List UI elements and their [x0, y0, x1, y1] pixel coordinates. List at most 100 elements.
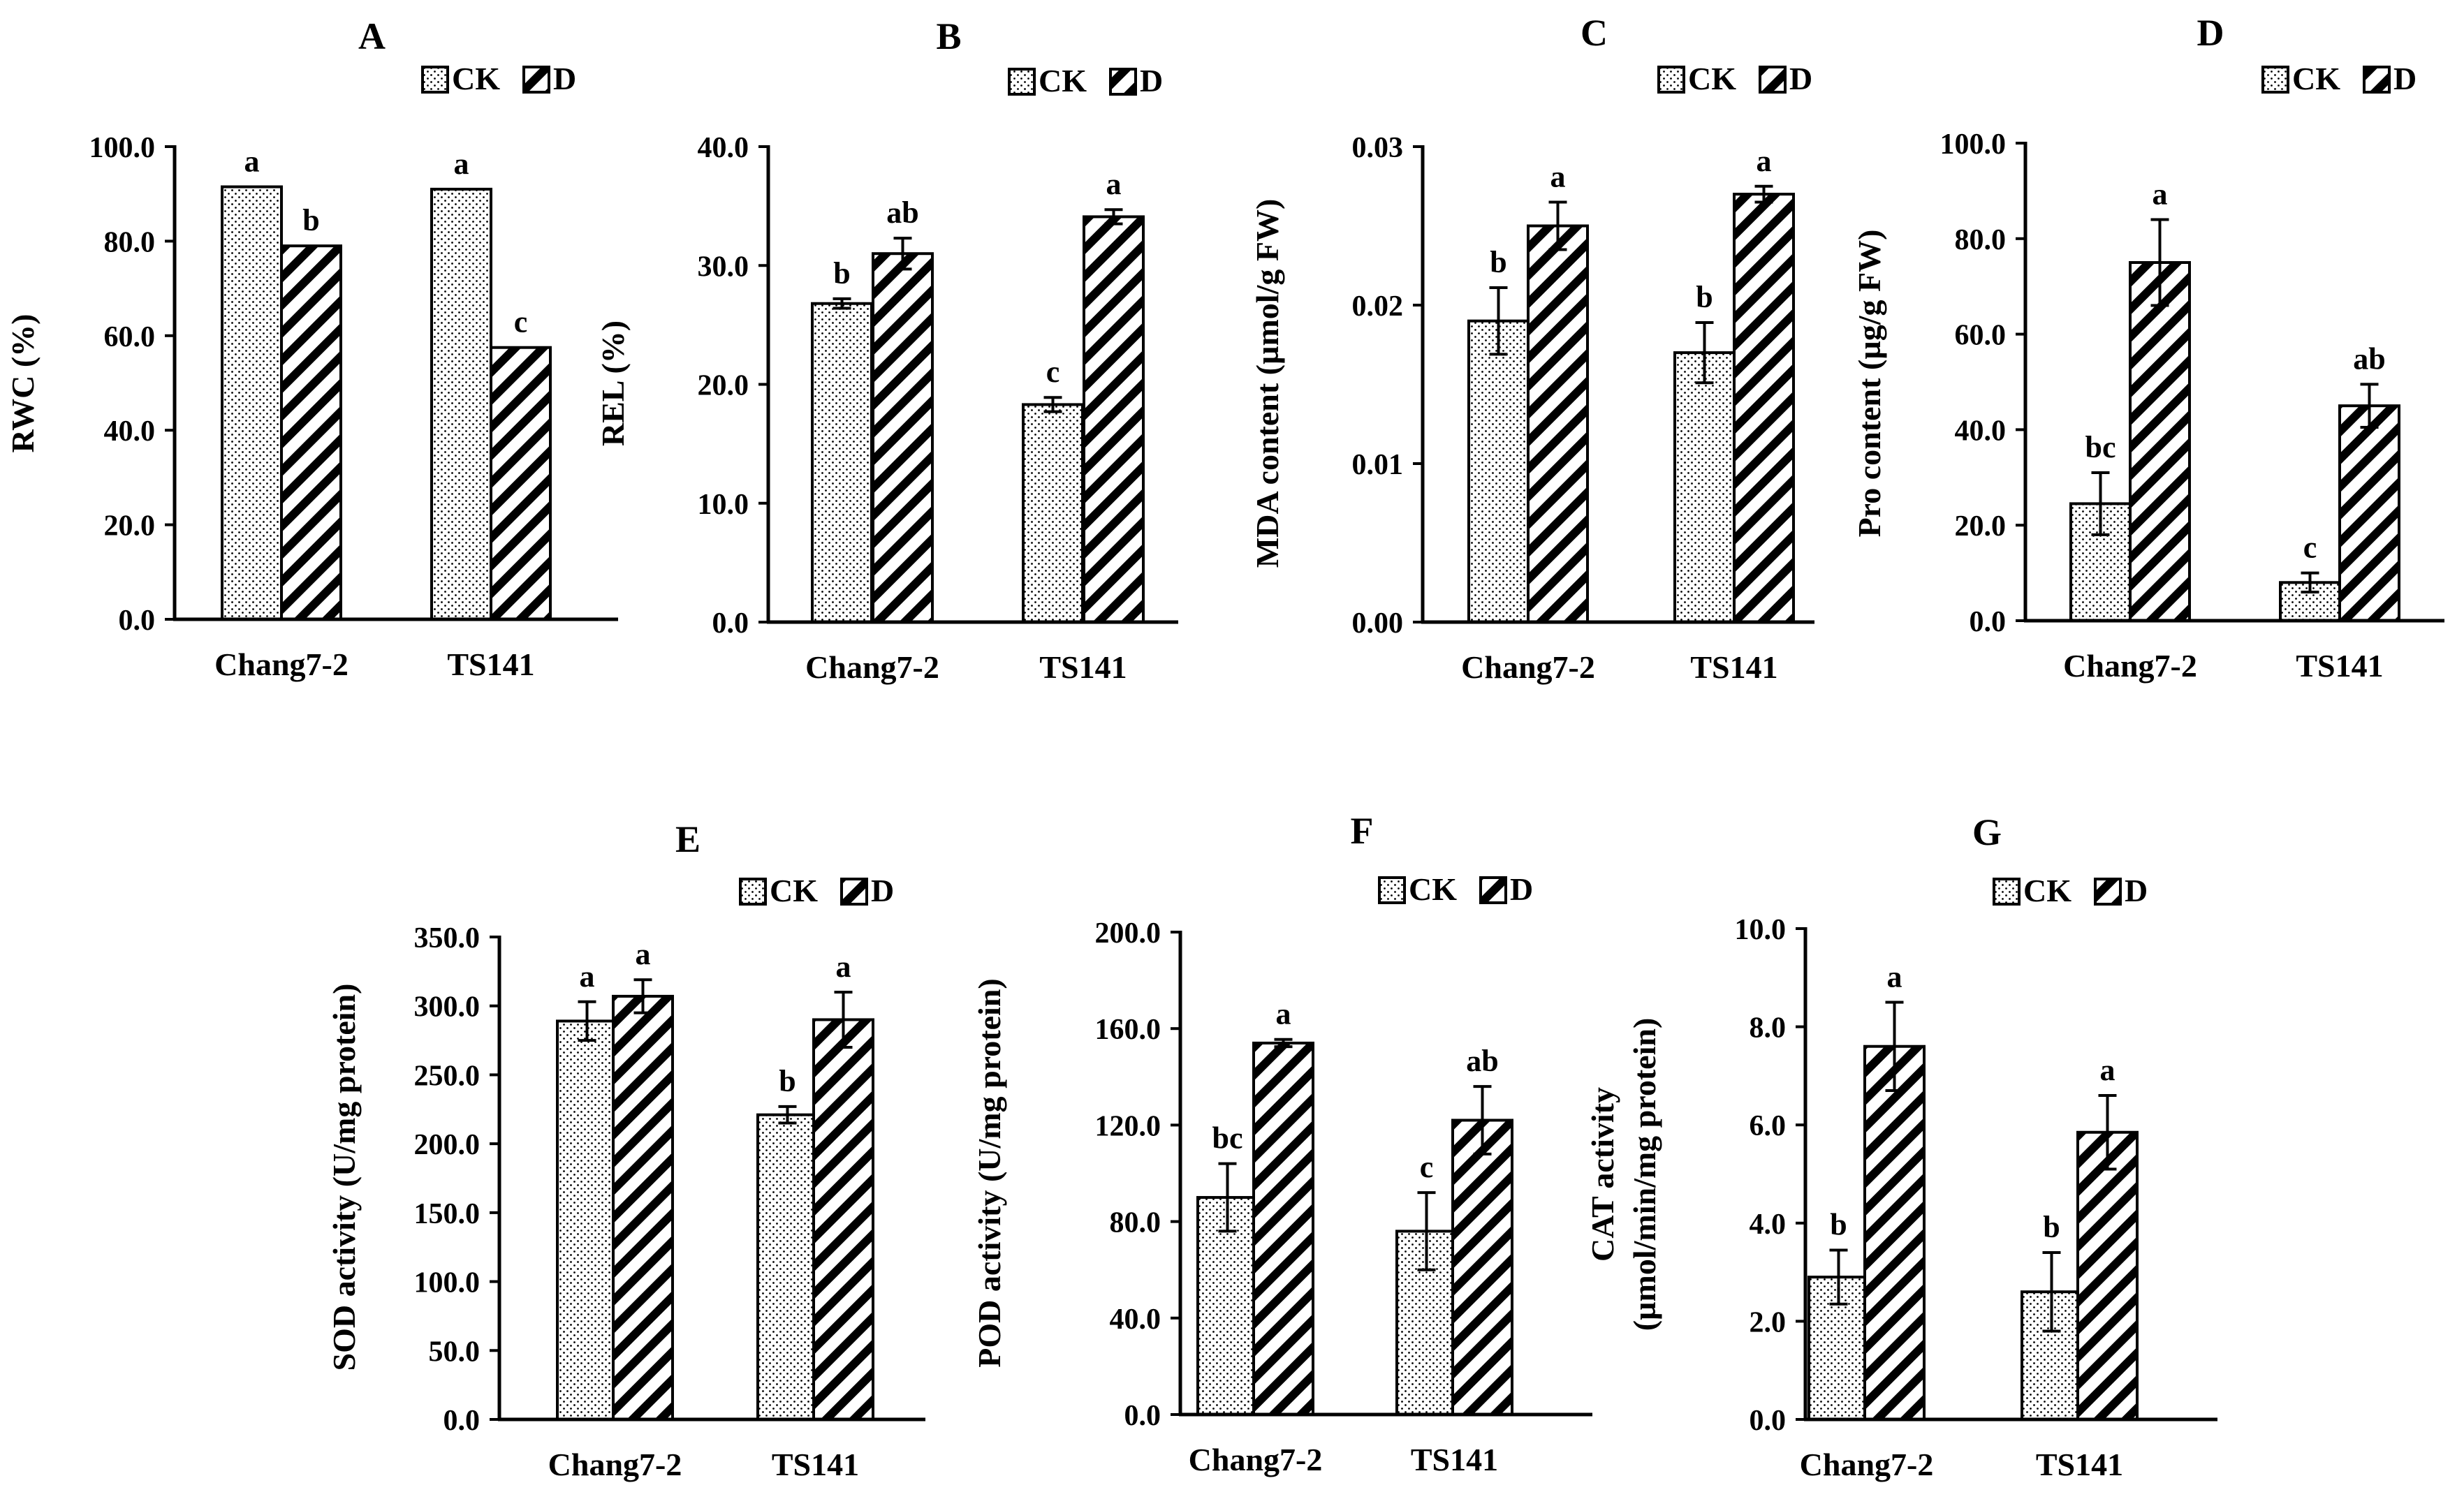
- y-tick-label: 10.0: [698, 489, 749, 521]
- error-bar-ts141-ck: [1043, 396, 1062, 413]
- y-tick-label: 40.0: [1110, 1304, 1161, 1336]
- legend-label-d: D: [1789, 61, 1812, 96]
- bar-chang7-2-d: [2129, 261, 2191, 622]
- significance-letter-chang7-2-ck: a: [244, 145, 260, 179]
- significance-letter-ts141-d: a: [2100, 1053, 2115, 1087]
- legend-label-ck: CK: [452, 61, 500, 96]
- panel-title: C: [1581, 12, 1608, 54]
- legend-label-ck: CK: [2023, 873, 2071, 908]
- y-tick-label: 80.0: [1110, 1207, 1161, 1239]
- bar-chang7-2-d: [280, 244, 342, 621]
- x-tick-label-ts141: TS141: [1690, 649, 1777, 685]
- error-bar-ts141-ck: [1417, 1191, 1436, 1271]
- panel-title: F: [1351, 810, 1374, 852]
- significance-letter-ts141-ck: b: [779, 1064, 795, 1098]
- y-tick-label: 20.0: [1955, 510, 2007, 542]
- chart-panel-f: F CK Dbc a Chang7-2 c ab TS141 0.0 40.0 80.0 120.0 1…: [971, 810, 1592, 1477]
- y-tick-label: 150.0: [414, 1198, 481, 1230]
- significance-letter-ts141-ck: c: [1420, 1150, 1434, 1184]
- error-bar-chang7-2-d: [2150, 218, 2169, 307]
- y-tick-label: 100.0: [89, 132, 156, 164]
- y-tick-label: 50.0: [429, 1336, 481, 1368]
- y-tick-label: 0.03: [1352, 132, 1404, 164]
- y-tick-label: 40.0: [104, 415, 156, 448]
- panel-title: G: [1972, 811, 2002, 853]
- y-tick-label: 6.0: [1750, 1110, 1787, 1142]
- legend-label-d: D: [1140, 63, 1163, 98]
- y-tick-label: 160.0: [1095, 1014, 1161, 1046]
- bar-chang7-2-d: [1863, 1044, 1926, 1421]
- legend-label-d: D: [1510, 871, 1533, 907]
- significance-letter-chang7-2-d: b: [302, 203, 319, 237]
- bar-ts141-d: [2076, 1130, 2139, 1421]
- bar-ts141-d: [1733, 193, 1795, 624]
- error-bar-ts141-d: [834, 990, 853, 1049]
- legend-label-d: D: [871, 873, 894, 908]
- x-tick-label-ts141: TS141: [1411, 1442, 1498, 1477]
- y-tick-label: 0.0: [119, 605, 156, 637]
- error-bar-ts141-d: [2098, 1094, 2117, 1171]
- significance-letter-chang7-2-ck: b: [1490, 245, 1506, 279]
- x-tick-label-chang7-2: Chang7-2: [548, 1447, 682, 1482]
- x-tick-label-ts141: TS141: [2036, 1447, 2123, 1482]
- legend-swatch-d: [2094, 878, 2122, 906]
- y-tick-label: 0.0: [1970, 606, 2007, 638]
- error-bar-ts141-ck: [778, 1105, 797, 1125]
- y-tick-label: 0.00: [1352, 607, 1404, 640]
- error-bar-ts141-ck: [2042, 1250, 2061, 1333]
- y-tick-label: 100.0: [414, 1267, 481, 1299]
- bar-ts141-d: [2338, 404, 2400, 622]
- y-tick-label: 0.0: [443, 1405, 481, 1437]
- bar-ts141-ck: [756, 1113, 819, 1421]
- legend-swatch-d: [2363, 66, 2391, 94]
- y-tick-label: 0.01: [1352, 449, 1404, 481]
- legend-label-d: D: [553, 61, 576, 96]
- legend-swatch-d: [522, 66, 550, 94]
- significance-letter-chang7-2-ck: b: [1830, 1207, 1847, 1241]
- legend-swatch-ck: [1993, 878, 2021, 906]
- chart-panel-g: G CK Db a Chang7-2 b a TS141 0.0 2.0 4.0 6.0 8.0 10.0…: [1585, 811, 2217, 1482]
- error-bar-chang7-2-ck: [578, 1000, 596, 1042]
- error-bar-ts141-d: [1473, 1085, 1492, 1156]
- bar-chang7-2-d: [872, 252, 934, 624]
- y-tick-label: 350.0: [414, 922, 481, 954]
- y-axis-label: Pro content (µg/g FW): [1851, 230, 1887, 538]
- y-tick-label: 250.0: [414, 1060, 481, 1092]
- bar-chang7-2-d: [1527, 224, 1589, 623]
- legend-label-ck: CK: [1409, 871, 1457, 907]
- significance-letter-ts141-d: a: [836, 950, 851, 984]
- legend-swatch-ck: [1008, 68, 1036, 96]
- y-tick-label: 0.0: [712, 607, 749, 640]
- y-axis-label: RWC (%): [5, 314, 41, 453]
- error-bar-chang7-2-d: [1885, 1001, 1904, 1092]
- y-tick-label: 60.0: [1955, 320, 2007, 352]
- significance-letter-ts141-d: ab: [1466, 1044, 1498, 1078]
- significance-letter-chang7-2-ck: bc: [2085, 430, 2116, 464]
- significance-letter-chang7-2-ck: a: [580, 959, 595, 994]
- chart-panel-c: C CK Db a Chang7-2 b a TS141 0.00 0.01 0.02 0.03 MDA…: [1249, 12, 1814, 685]
- bar-chang7-2-ck: [1467, 319, 1530, 623]
- bar-chang7-2-d: [612, 994, 674, 1421]
- y-tick-label: 20.0: [104, 510, 156, 542]
- panel-title: D: [2197, 12, 2224, 54]
- error-bar-chang7-2-ck: [833, 297, 851, 310]
- significance-letter-chang7-2-d: a: [1887, 959, 1902, 994]
- bar-chang7-2-d: [1252, 1041, 1314, 1417]
- error-bar-chang7-2-ck: [1829, 1248, 1848, 1306]
- y-tick-label: 0.0: [1750, 1405, 1787, 1437]
- y-tick-label: 30.0: [698, 251, 749, 283]
- y-tick-label: 60.0: [104, 321, 156, 353]
- significance-letter-ts141-d: ab: [2353, 341, 2385, 376]
- chart-panel-a: A CK Da b Chang7-2 a c TS141 0.0 20.0 40.0 60.0 80.0…: [5, 15, 618, 682]
- y-axis-label: MDA content (µmol/g FW): [1249, 199, 1285, 568]
- significance-letter-ts141-ck: c: [1046, 355, 1060, 389]
- bar-ts141-ck: [1673, 351, 1736, 623]
- error-bar-ts141-d: [2360, 383, 2379, 429]
- y-tick-label: 0.02: [1352, 290, 1404, 323]
- panel-title: B: [936, 15, 961, 57]
- y-tick-label: 100.0: [1940, 128, 2007, 161]
- error-bar-ts141-ck: [2301, 571, 2319, 593]
- significance-letter-ts141-d: a: [1106, 167, 1122, 201]
- legend-label-d: D: [2125, 873, 2148, 908]
